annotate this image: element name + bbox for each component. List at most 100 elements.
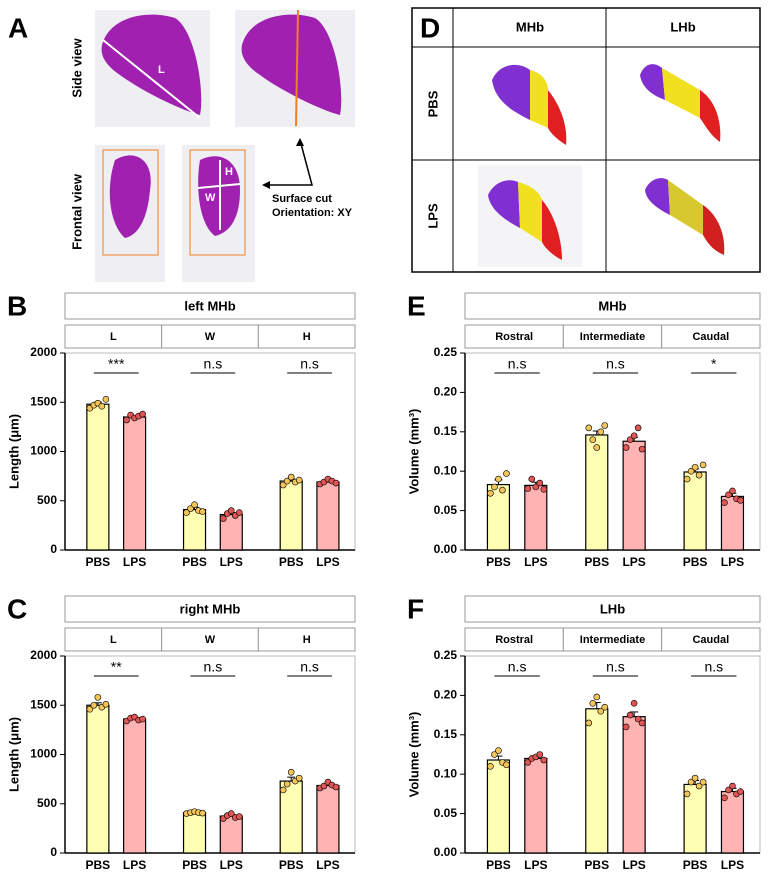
x-tick-label: LPS bbox=[622, 555, 645, 569]
x-tick-label: PBS bbox=[683, 555, 708, 569]
x-tick-label: PBS bbox=[584, 555, 609, 569]
render-label: L bbox=[158, 64, 165, 76]
y-tick-label: 1000 bbox=[30, 747, 57, 761]
significance-label: n.s bbox=[606, 659, 625, 675]
y-tick-label: 0.10 bbox=[434, 766, 458, 780]
data-point bbox=[683, 475, 691, 483]
data-point bbox=[634, 715, 642, 723]
note: Surface cut bbox=[272, 193, 332, 205]
data-point bbox=[721, 499, 728, 507]
significance-label: ** bbox=[111, 659, 122, 675]
y-tick-label: 0.20 bbox=[434, 385, 458, 399]
data-point bbox=[139, 410, 146, 418]
bar bbox=[316, 784, 340, 854]
y-tick-label: 0.25 bbox=[434, 345, 458, 359]
data-point bbox=[593, 444, 601, 451]
bar bbox=[622, 440, 646, 551]
group-box bbox=[661, 324, 761, 349]
group-label: Rostral bbox=[495, 634, 533, 646]
data-point bbox=[721, 794, 728, 802]
data-point bbox=[622, 723, 630, 731]
chart-title: left MHb bbox=[184, 298, 235, 313]
title-box bbox=[464, 292, 761, 320]
data-point bbox=[725, 786, 732, 794]
y-tick-label: 0.10 bbox=[434, 463, 458, 477]
x-tick-label: PBS bbox=[584, 858, 609, 872]
panel-letter: C bbox=[7, 593, 27, 624]
chart-title: right MHb bbox=[180, 601, 241, 616]
y-tick-label: 0.00 bbox=[434, 542, 458, 556]
cut-box bbox=[189, 149, 246, 256]
bar bbox=[585, 434, 609, 551]
data-point bbox=[691, 463, 699, 471]
group-label: H bbox=[303, 634, 311, 646]
x-tick-label: PBS bbox=[486, 555, 511, 569]
y-tick-label: 0 bbox=[50, 542, 57, 556]
length-line bbox=[102, 39, 201, 119]
cut-box bbox=[102, 149, 159, 256]
panel-letter: E bbox=[407, 290, 426, 321]
x-tick-label: PBS bbox=[182, 858, 207, 872]
bar bbox=[683, 471, 707, 551]
group-label: W bbox=[205, 634, 216, 646]
data-point bbox=[332, 783, 340, 791]
y-tick-label: 0.20 bbox=[434, 688, 458, 702]
significance-label: n.s bbox=[300, 659, 319, 675]
x-tick-label: PBS bbox=[683, 858, 708, 872]
y-tick-label: 2000 bbox=[30, 345, 57, 359]
note: Orientation: XY bbox=[272, 207, 353, 219]
y-axis-label: Volume (mm³) bbox=[406, 409, 421, 495]
habenula-render bbox=[241, 14, 342, 116]
data-point bbox=[102, 700, 110, 708]
bar bbox=[122, 416, 147, 551]
data-point bbox=[503, 470, 510, 477]
data-point bbox=[683, 790, 691, 798]
data-point bbox=[283, 780, 291, 788]
side-view-label: Side view bbox=[69, 37, 84, 97]
data-point bbox=[139, 715, 146, 723]
x-tick-label: PBS bbox=[486, 858, 511, 872]
data-point bbox=[524, 759, 532, 766]
y-tick-label: 0.00 bbox=[434, 845, 458, 859]
significance-label: n.s bbox=[204, 659, 223, 675]
x-tick-label: LPS bbox=[524, 858, 547, 872]
group-label: Intermediate bbox=[580, 331, 645, 343]
significance-label: * bbox=[711, 356, 717, 372]
data-point bbox=[630, 432, 638, 440]
data-point bbox=[699, 461, 707, 469]
data-point bbox=[94, 694, 102, 701]
y-tick-label: 1500 bbox=[30, 697, 57, 711]
bar bbox=[486, 759, 511, 854]
title-box bbox=[464, 595, 761, 623]
data-point bbox=[737, 497, 744, 504]
chart-title: LHb bbox=[600, 601, 625, 616]
x-tick-label: PBS bbox=[182, 555, 207, 569]
x-tick-label: PBS bbox=[86, 858, 111, 872]
x-tick-label: PBS bbox=[279, 555, 304, 569]
group-label: Intermediate bbox=[580, 634, 645, 646]
bar bbox=[524, 757, 548, 854]
y-tick-label: 500 bbox=[37, 493, 57, 507]
data-point bbox=[729, 782, 736, 790]
data-point bbox=[593, 693, 601, 701]
data-point bbox=[98, 402, 106, 410]
group-label: Caudal bbox=[692, 634, 729, 646]
bar bbox=[585, 708, 609, 854]
panel-letter: D bbox=[420, 12, 440, 43]
y-tick-label: 0.15 bbox=[434, 424, 458, 438]
x-tick-label: LPS bbox=[721, 858, 744, 872]
group-box bbox=[661, 627, 761, 652]
data-point bbox=[235, 509, 243, 516]
y-axis-label: Length (μm) bbox=[6, 414, 21, 489]
panel-letter: F bbox=[407, 593, 424, 624]
data-point bbox=[626, 711, 634, 719]
data-point bbox=[630, 699, 638, 707]
y-axis-label: Length (μm) bbox=[6, 717, 21, 792]
habenula-render bbox=[109, 155, 151, 238]
data-point bbox=[187, 505, 194, 512]
data-point bbox=[227, 507, 235, 514]
x-tick-label: LPS bbox=[622, 858, 645, 872]
data-point bbox=[123, 416, 130, 424]
data-point bbox=[626, 436, 634, 443]
group-label: H bbox=[303, 331, 311, 343]
